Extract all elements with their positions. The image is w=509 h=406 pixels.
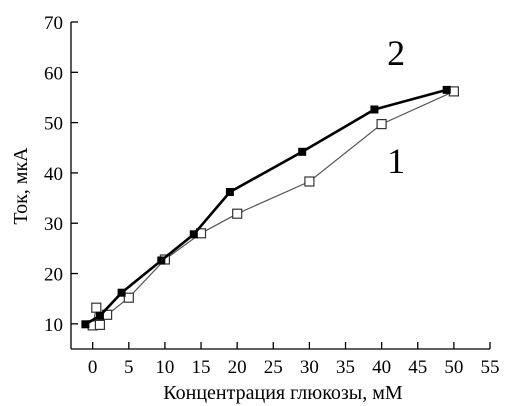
x-axis-label: Концентрация глюкозы, мМ xyxy=(163,382,403,404)
x-tick-label: 5 xyxy=(124,357,134,378)
data-point xyxy=(94,319,106,330)
y-axis-label: Ток, мкА xyxy=(10,147,32,225)
x-tick-label: 45 xyxy=(408,357,427,378)
series-layer xyxy=(81,85,459,331)
data-point xyxy=(95,311,104,320)
x-tick-label: 40 xyxy=(372,357,391,378)
data-point xyxy=(91,302,102,313)
series-1 xyxy=(87,86,459,331)
x-tick-label: 30 xyxy=(300,357,319,378)
data-point xyxy=(232,208,243,219)
y-tick-label: 60 xyxy=(44,63,63,84)
data-point xyxy=(225,188,234,196)
series-label-1: 1 xyxy=(387,141,405,181)
y-tick-label: 40 xyxy=(44,164,63,185)
x-tick-label: 15 xyxy=(192,357,211,378)
x-tick-label: 50 xyxy=(444,357,463,378)
data-point xyxy=(442,85,451,94)
y-tick-label: 70 xyxy=(44,13,63,34)
axes: 10 20 30 40 50 60 70 0 5 10 15 20 25 30 35 40 45 50 55 xyxy=(44,13,500,378)
series-label-2: 2 xyxy=(387,33,405,73)
y-tick-label: 10 xyxy=(44,315,63,336)
annotations: 21 xyxy=(387,33,405,181)
x-tick-label: 10 xyxy=(155,357,174,378)
y-tick-label: 20 xyxy=(44,265,63,286)
x-tick-label: 0 xyxy=(88,357,98,378)
data-point xyxy=(189,230,198,239)
data-point xyxy=(370,105,379,114)
y-tick-label: 30 xyxy=(44,214,63,235)
series-2 xyxy=(81,85,451,329)
data-point xyxy=(123,292,134,303)
data-point xyxy=(117,288,126,297)
data-point xyxy=(298,147,307,156)
x-tick-label: 55 xyxy=(481,357,500,378)
data-point xyxy=(304,176,315,187)
x-tick-label: 25 xyxy=(264,357,283,378)
data-point xyxy=(376,118,387,130)
x-tick-label: 35 xyxy=(336,357,355,378)
data-point xyxy=(157,256,166,265)
data-point xyxy=(81,320,90,329)
series-line-2 xyxy=(84,88,448,326)
series-line-1 xyxy=(92,90,455,327)
x-tick-label: 20 xyxy=(228,357,247,378)
data-point xyxy=(448,86,459,97)
y-tick-label: 50 xyxy=(44,114,63,135)
